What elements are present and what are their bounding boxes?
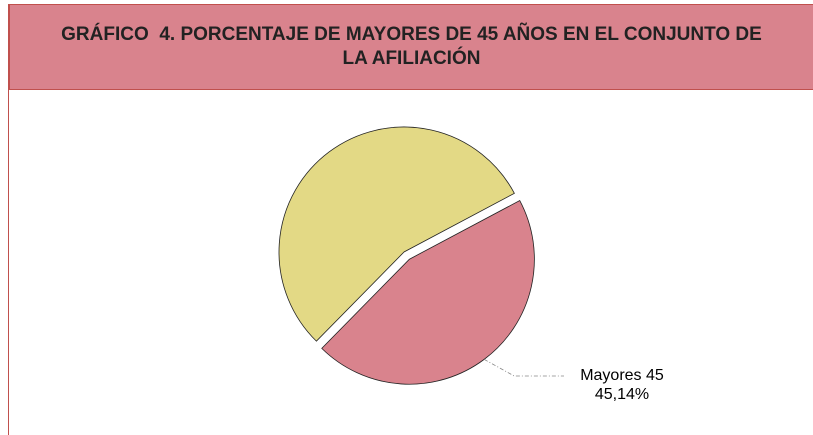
chart-frame: GRÁFICO 4. PORCENTAJE DE MAYORES DE 45 A… <box>8 4 813 435</box>
pie-slice <box>278 126 515 342</box>
header: GRÁFICO 4. PORCENTAJE DE MAYORES DE 45 A… <box>9 4 813 90</box>
chart-title: GRÁFICO 4. PORCENTAJE DE MAYORES DE 45 A… <box>61 24 768 69</box>
value-label: 45,14% <box>595 386 649 403</box>
leader-line <box>483 359 564 377</box>
pie-slice <box>321 199 535 385</box>
slice-label: Mayores 45 <box>580 367 664 384</box>
